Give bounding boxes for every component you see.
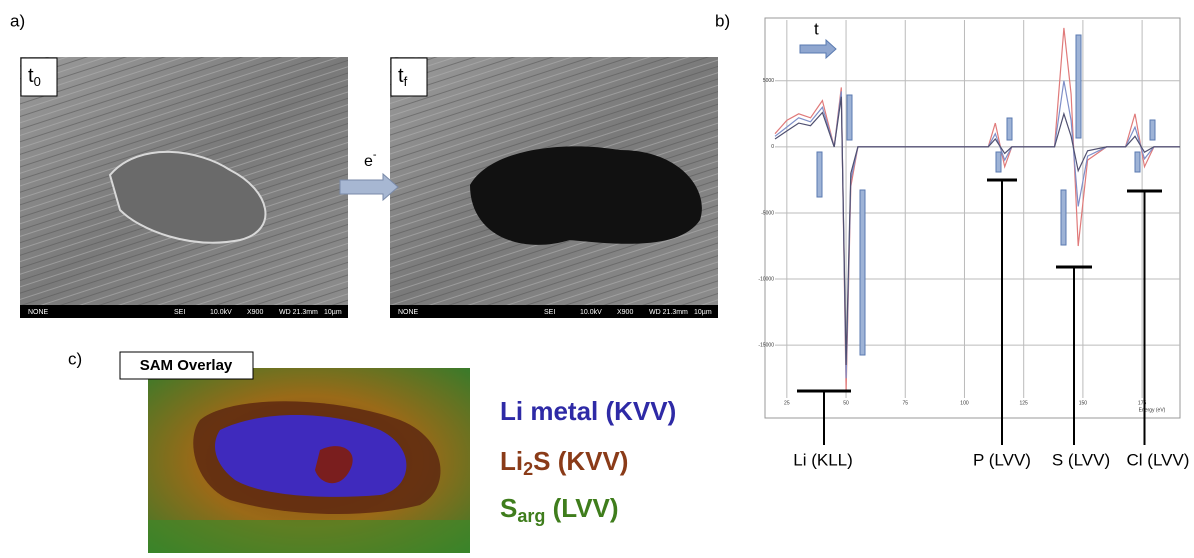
- info-text: SEI: [544, 309, 555, 316]
- panel-label: b): [715, 11, 730, 30]
- info-text: WD 21.3mm: [279, 309, 318, 316]
- time-label: t: [814, 19, 819, 38]
- panel-label: c): [68, 349, 82, 368]
- beam-label: e-: [364, 149, 377, 170]
- x-tick-label: 150: [1079, 400, 1088, 406]
- subscript: 0: [34, 74, 41, 89]
- sam-title: SAM Overlay: [140, 357, 233, 374]
- x-tick-label: 125: [1020, 400, 1029, 406]
- info-text: 10.0kV: [210, 309, 232, 316]
- peak-label: Cl (LVV): [1127, 450, 1190, 469]
- legend-entry: Li metal (KVV): [500, 396, 676, 426]
- x-axis-label: Energy (eV): [1139, 407, 1166, 413]
- y-tick-label: 5000: [763, 78, 774, 84]
- chart-frame: [765, 18, 1180, 418]
- x-tick-label: 100: [960, 400, 969, 406]
- time-tag: tf: [391, 58, 427, 96]
- legend: Li metal (KVV) Li2S (KVV) Sarg (LVV): [500, 396, 676, 526]
- peak-label: Li (KLL): [793, 450, 853, 469]
- x-tick-label: 25: [784, 400, 790, 406]
- info-text: SEI: [174, 309, 185, 316]
- text: e: [364, 153, 373, 170]
- peak-label: S (LVV): [1052, 450, 1110, 469]
- figure: a) t0 tf e- NONESEI10.0kVX900WD 21.3mm10…: [0, 0, 1194, 553]
- info-text: 10.0kV: [580, 309, 602, 316]
- y-tick-label: 0: [771, 144, 774, 150]
- subscript: 2: [523, 459, 533, 479]
- info-text: NONE: [398, 309, 419, 316]
- x-tick-label: 50: [843, 400, 849, 406]
- panel-label: a): [10, 11, 25, 30]
- peak-label: P (LVV): [973, 450, 1031, 469]
- legend-entry: Sarg (LVV): [500, 493, 619, 526]
- info-text: 10µm: [694, 309, 712, 316]
- info-text: WD 21.3mm: [649, 309, 688, 316]
- text: Li metal (KVV): [500, 396, 676, 426]
- x-tick-label: 75: [902, 400, 908, 406]
- text: (LVV): [545, 493, 618, 523]
- info-text: NONE: [28, 309, 49, 316]
- legend-entry: Li2S (KVV): [500, 446, 628, 479]
- y-tick-label: -5000: [761, 210, 774, 216]
- text: S: [500, 493, 517, 523]
- text: Li: [500, 446, 523, 476]
- sem-image-end: [390, 57, 718, 318]
- time-tag: t0: [21, 58, 57, 96]
- superscript: -: [373, 149, 377, 161]
- info-text: X900: [247, 309, 263, 316]
- subscript: arg: [517, 506, 545, 526]
- sem-image-start: [20, 57, 348, 318]
- info-text: 10µm: [324, 309, 342, 316]
- subscript: f: [404, 74, 408, 89]
- sam-image: [148, 368, 470, 553]
- beam-arrow: [340, 174, 398, 200]
- y-tick-label: -10000: [758, 276, 774, 282]
- text: S (KVV): [533, 446, 628, 476]
- y-tick-label: -15000: [758, 342, 774, 348]
- info-text: X900: [617, 309, 633, 316]
